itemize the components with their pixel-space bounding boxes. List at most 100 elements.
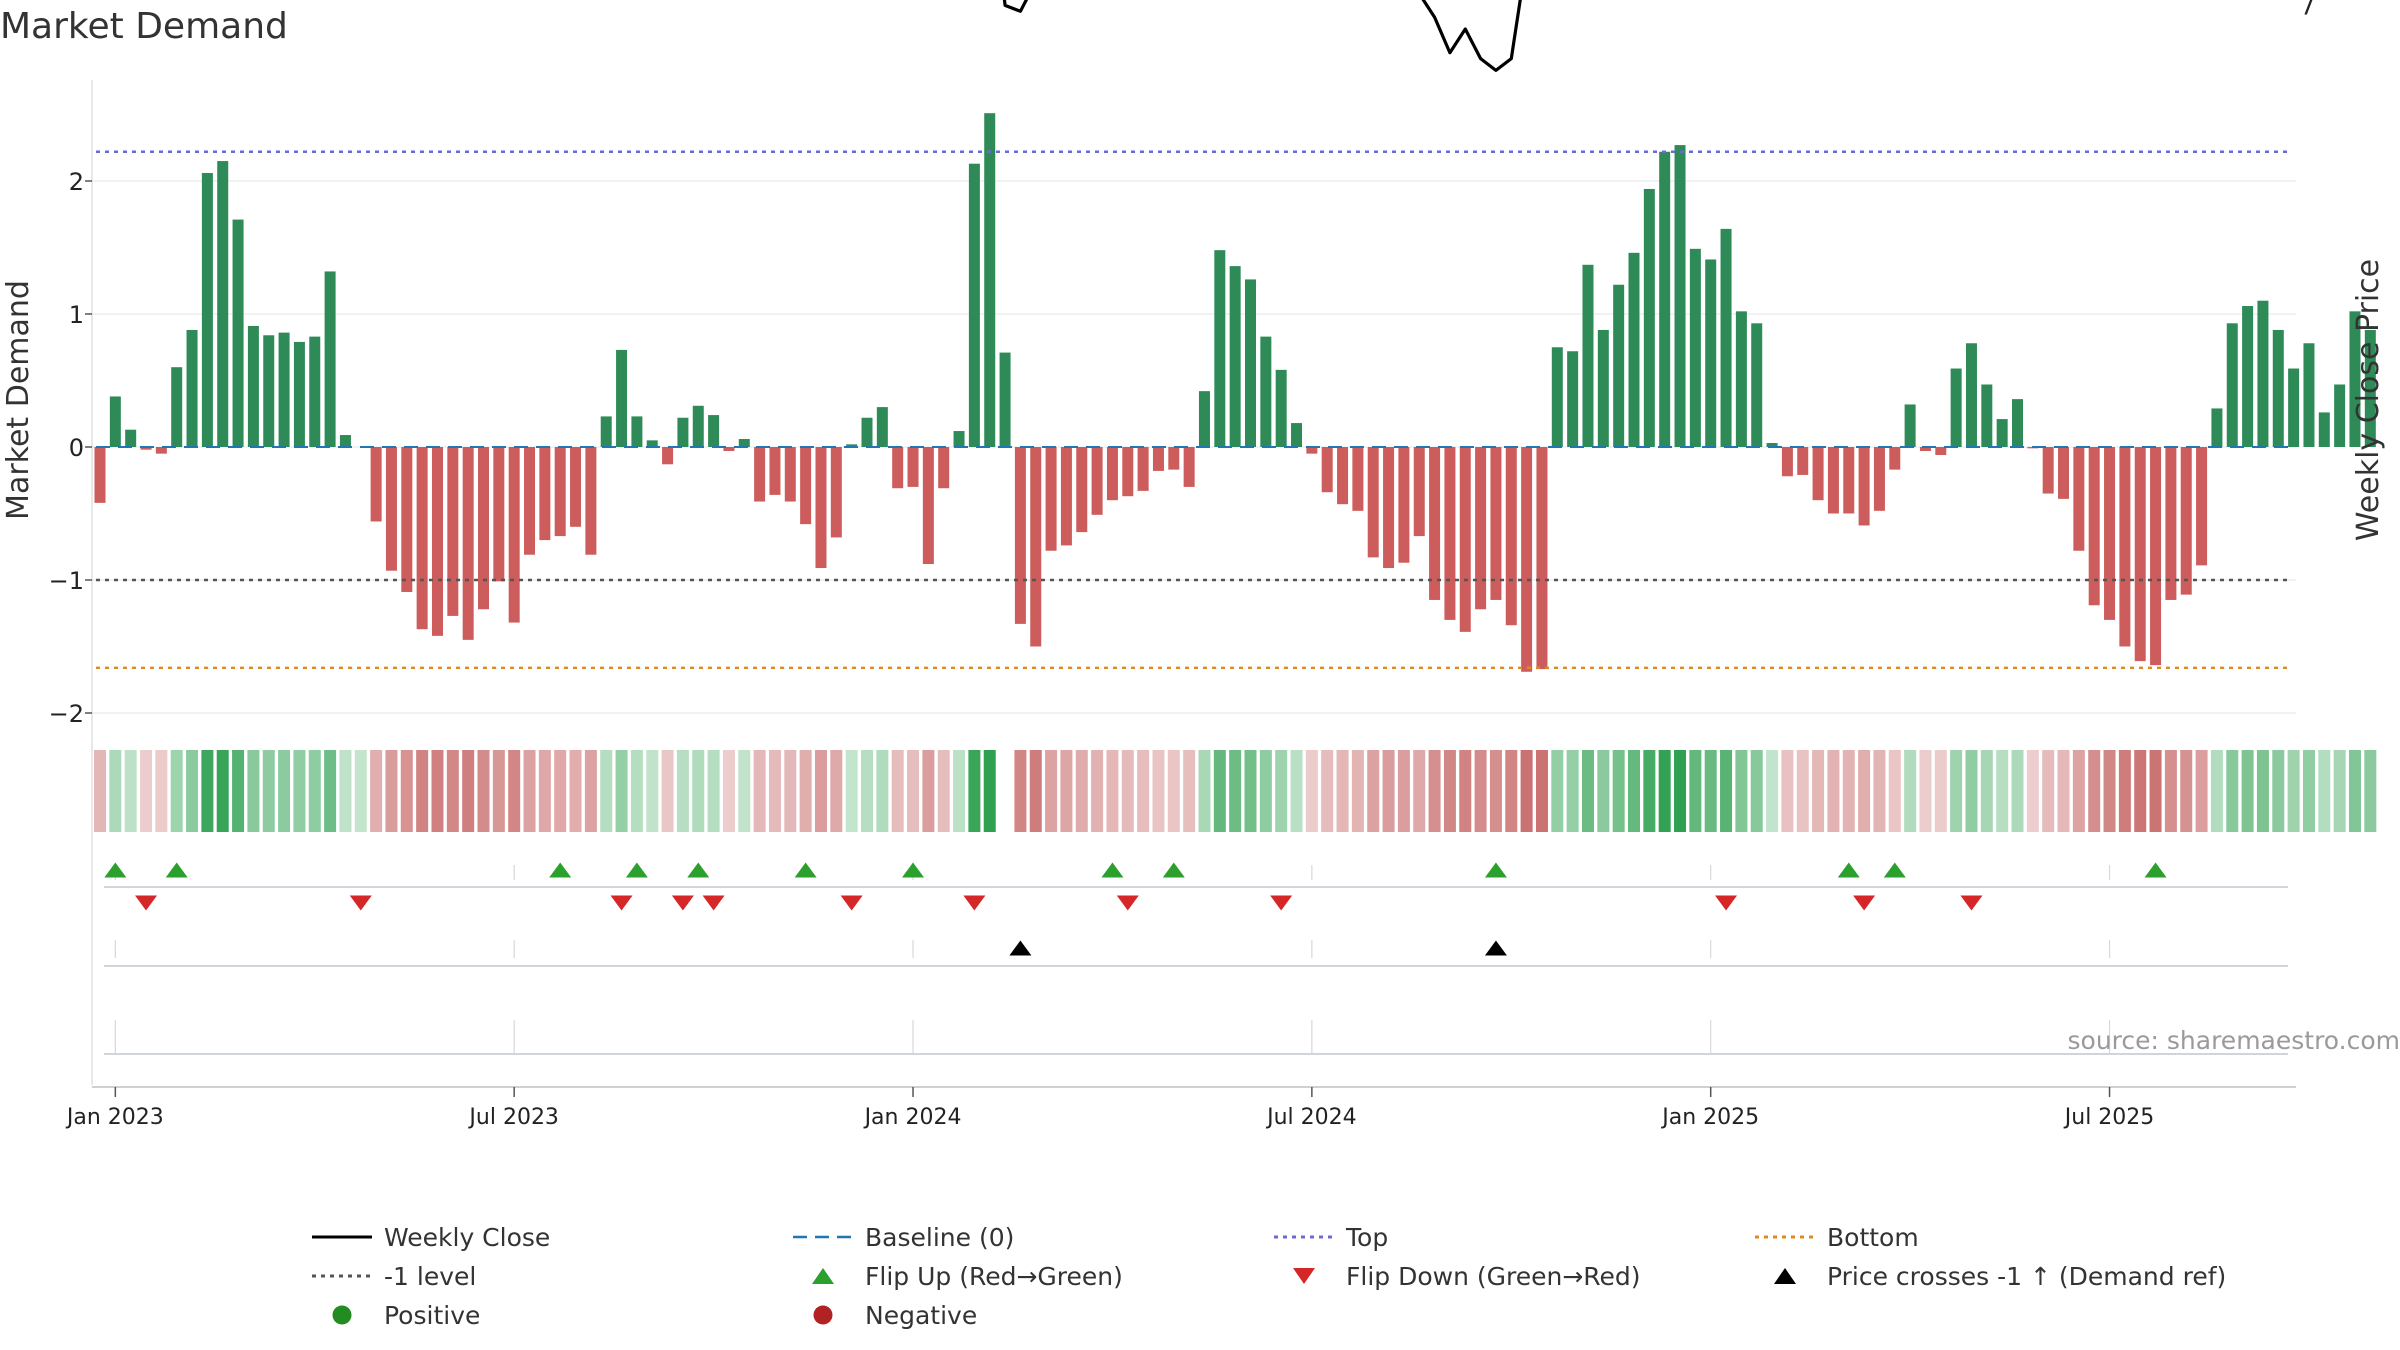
demand-bar [2242,306,2254,447]
demand-bar [2073,447,2085,551]
heat-cell [1643,750,1656,832]
legend-label: Flip Up (Red→Green) [865,1262,1123,1291]
heat-cell [676,750,689,832]
flip-up-marker [1101,862,1124,878]
demand-bar [1628,252,1640,447]
heat-cell [1489,750,1502,832]
demand-bar [662,447,674,465]
heat-cell [124,750,137,832]
demand-bar [1198,391,1210,447]
demand-bar [539,447,551,541]
heat-cell [1827,750,1840,832]
demand-bar [1091,447,1103,515]
demand-bar [1689,248,1701,447]
heat-cell [1781,750,1794,832]
heat-cell [2134,750,2147,832]
demand-bar [616,349,628,447]
heat-cell [569,750,582,832]
flip-down-marker [840,895,863,911]
flip-down-marker [1116,895,1139,911]
heat-cell [1704,750,1717,832]
heat-cell [1842,750,1855,832]
heat-cell [2348,750,2361,832]
heat-cell [1321,750,1334,832]
demand-bar [892,447,904,489]
demand-bar [769,447,781,495]
price-cross-marker [1009,940,1032,956]
heat-cell [861,750,873,832]
heat-cell [1290,750,1303,832]
y-tick-label: −1 [49,567,84,595]
demand-bar [1306,447,1318,454]
heat-cell [1965,750,1978,832]
demand-bar [1766,443,1778,447]
demand-bar [754,447,766,502]
demand-bar [171,367,183,447]
x-tick-label: Jul 2023 [467,1105,559,1130]
demand-bar [846,444,858,447]
heat-cell [768,750,781,832]
heat-cell [2333,750,2346,832]
demand-bar [1781,447,1793,477]
demand-bar [1337,447,1349,505]
demand-bar [416,447,428,630]
demand-bar [1904,404,1916,447]
demand-bar [1873,447,1885,511]
heat-cell [1919,750,1932,832]
demand-bar [1950,368,1962,447]
y-tick-label: 2 [69,168,84,196]
legend-label: Positive [384,1301,480,1330]
heat-cell [446,750,459,832]
heat-cell [1551,750,1564,832]
heat-cell [370,750,383,832]
heat-cell [2195,750,2208,832]
heat-cell [891,750,904,832]
heat-cell [1735,750,1748,832]
heat-cell [1091,750,1104,832]
demand-bar [1245,279,1256,447]
heat-cell [2287,750,2300,832]
heat-cell [1014,750,1027,832]
heat-cell [1137,750,1150,832]
demand-bar [2318,412,2330,447]
heat-cell [247,750,260,832]
heat-cell [799,750,812,832]
y-tick-label: −2 [49,700,84,728]
heat-cell [1413,750,1426,832]
demand-bar [1827,447,1839,514]
demand-bar [247,325,259,447]
demand-bar [1643,188,1655,448]
flip-down-marker [1715,895,1738,911]
heat-cell [293,750,306,832]
flip-down-marker [610,895,633,911]
demand-bar [1705,259,1717,447]
heat-cell [1934,750,1947,832]
demand-bar [1521,447,1533,672]
demand-bar [1168,447,1180,470]
flip-up-marker [104,862,127,878]
flip-down-marker [1960,895,1983,911]
heat-cell [523,750,536,832]
demand-bars [94,113,2376,672]
heat-cell [1367,750,1380,832]
heat-cell [109,750,122,832]
heat-cell [262,750,275,832]
demand-bar [155,447,167,454]
demand-bar [554,447,566,537]
flip-down-marker [1270,895,1293,911]
demand-bar [2288,368,2300,447]
heat-cell [1213,750,1226,832]
heat-cell [1183,750,1196,832]
demand-bar [1260,336,1272,447]
heat-cell [186,750,199,832]
demand-bar [401,447,413,592]
demand-bar [186,329,198,447]
heat-cell [1535,750,1548,832]
legend-label: Bottom [1827,1223,1919,1252]
heat-cell [2210,750,2223,832]
heat-cell [278,750,291,832]
heat-cell [1397,750,1410,832]
heat-cell [1766,750,1779,832]
x-tick-label: Jan 2024 [863,1105,962,1130]
